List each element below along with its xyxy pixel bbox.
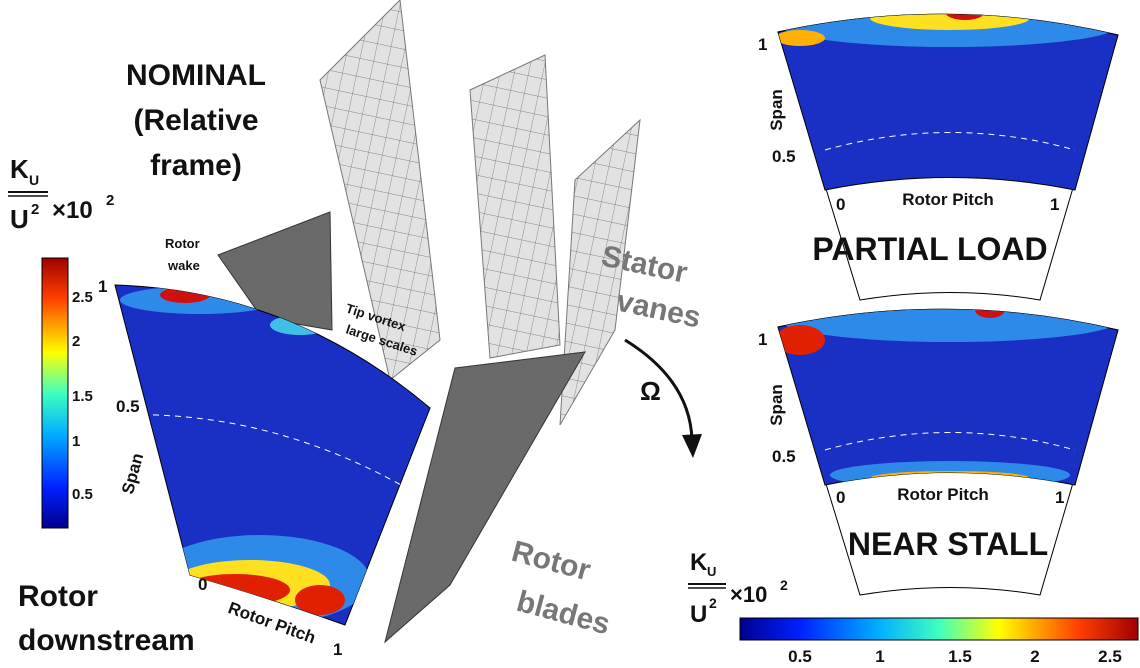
- axis-label: Rotor Pitch: [897, 485, 989, 504]
- cb-subscript: U: [29, 172, 39, 188]
- cb-symbol: U: [10, 204, 29, 234]
- title: NOMINAL: [126, 59, 266, 92]
- span-tick: 0.5: [772, 147, 796, 166]
- colorbar-tick: 1: [72, 433, 80, 450]
- cb-power: 2: [31, 201, 39, 218]
- span-tick: 1: [98, 277, 107, 296]
- cb-power: 2: [709, 595, 717, 611]
- axis-label: Rotor Pitch: [902, 190, 994, 209]
- annotation: wake: [167, 258, 200, 273]
- span-tick: 0.5: [116, 397, 140, 416]
- cb-symbol: K: [10, 154, 29, 184]
- colorbar-tick: 1: [875, 647, 884, 666]
- axis-label: Span: [767, 89, 786, 131]
- colorbar-tick: 2: [1030, 647, 1039, 666]
- axis-label: Span: [118, 451, 147, 496]
- colorbar-left: [42, 258, 68, 528]
- figure: NOMINAL (Relative frame) Rotor downstrea…: [0, 0, 1140, 668]
- colorbar-bottom: [740, 618, 1138, 640]
- colorbar-tick: 2.5: [1098, 647, 1122, 666]
- vane-grid: [470, 55, 560, 358]
- cb-symbol: K: [690, 549, 708, 576]
- omega: Ω: [640, 376, 661, 406]
- label: Rotor: [18, 580, 98, 613]
- colorbar-tick: 0.5: [788, 647, 812, 666]
- span-tick: 1: [758, 330, 767, 349]
- panel-title: PARTIAL LOAD: [812, 231, 1047, 267]
- cb-power: 2: [106, 192, 114, 209]
- pitch-tick: 0: [836, 195, 845, 214]
- label: vanes: [614, 285, 704, 335]
- panel-title: NEAR STALL: [848, 526, 1048, 562]
- colorbar-left-label: K U U 2 ×10 2: [8, 154, 114, 234]
- title: frame): [150, 149, 242, 182]
- colorbar-tick: 1.5: [72, 388, 93, 405]
- label: Rotor: [508, 535, 594, 588]
- pitch-tick: 1: [333, 640, 342, 659]
- annotation: Rotor: [165, 236, 200, 251]
- pitch-tick: 1: [1055, 488, 1064, 507]
- axis-label: Span: [767, 384, 786, 426]
- colorbar-bottom-label: K U U 2 ×10 2: [688, 549, 788, 628]
- pitch-tick: 1: [1050, 195, 1059, 214]
- cb-factor: ×10: [730, 582, 767, 607]
- colorbar-tick: 2: [72, 333, 80, 350]
- arrow-head: [682, 434, 702, 458]
- cb-subscript: U: [707, 564, 716, 579]
- pitch-tick: 0: [836, 488, 845, 507]
- colorbar-tick: 0.5: [72, 486, 93, 503]
- colorbar-tick: 2.5: [72, 289, 93, 306]
- label: blades: [513, 585, 613, 641]
- colorbar-tick: 1.5: [948, 647, 972, 666]
- span-tick: 0.5: [772, 447, 796, 466]
- cb-factor: ×10: [52, 197, 93, 224]
- span-tick: 1: [758, 35, 767, 54]
- cb-power: 2: [780, 577, 788, 593]
- pitch-tick: 0: [198, 575, 207, 594]
- title: (Relative: [133, 104, 258, 137]
- label: downstream: [18, 624, 195, 657]
- cb-symbol: U: [690, 601, 707, 628]
